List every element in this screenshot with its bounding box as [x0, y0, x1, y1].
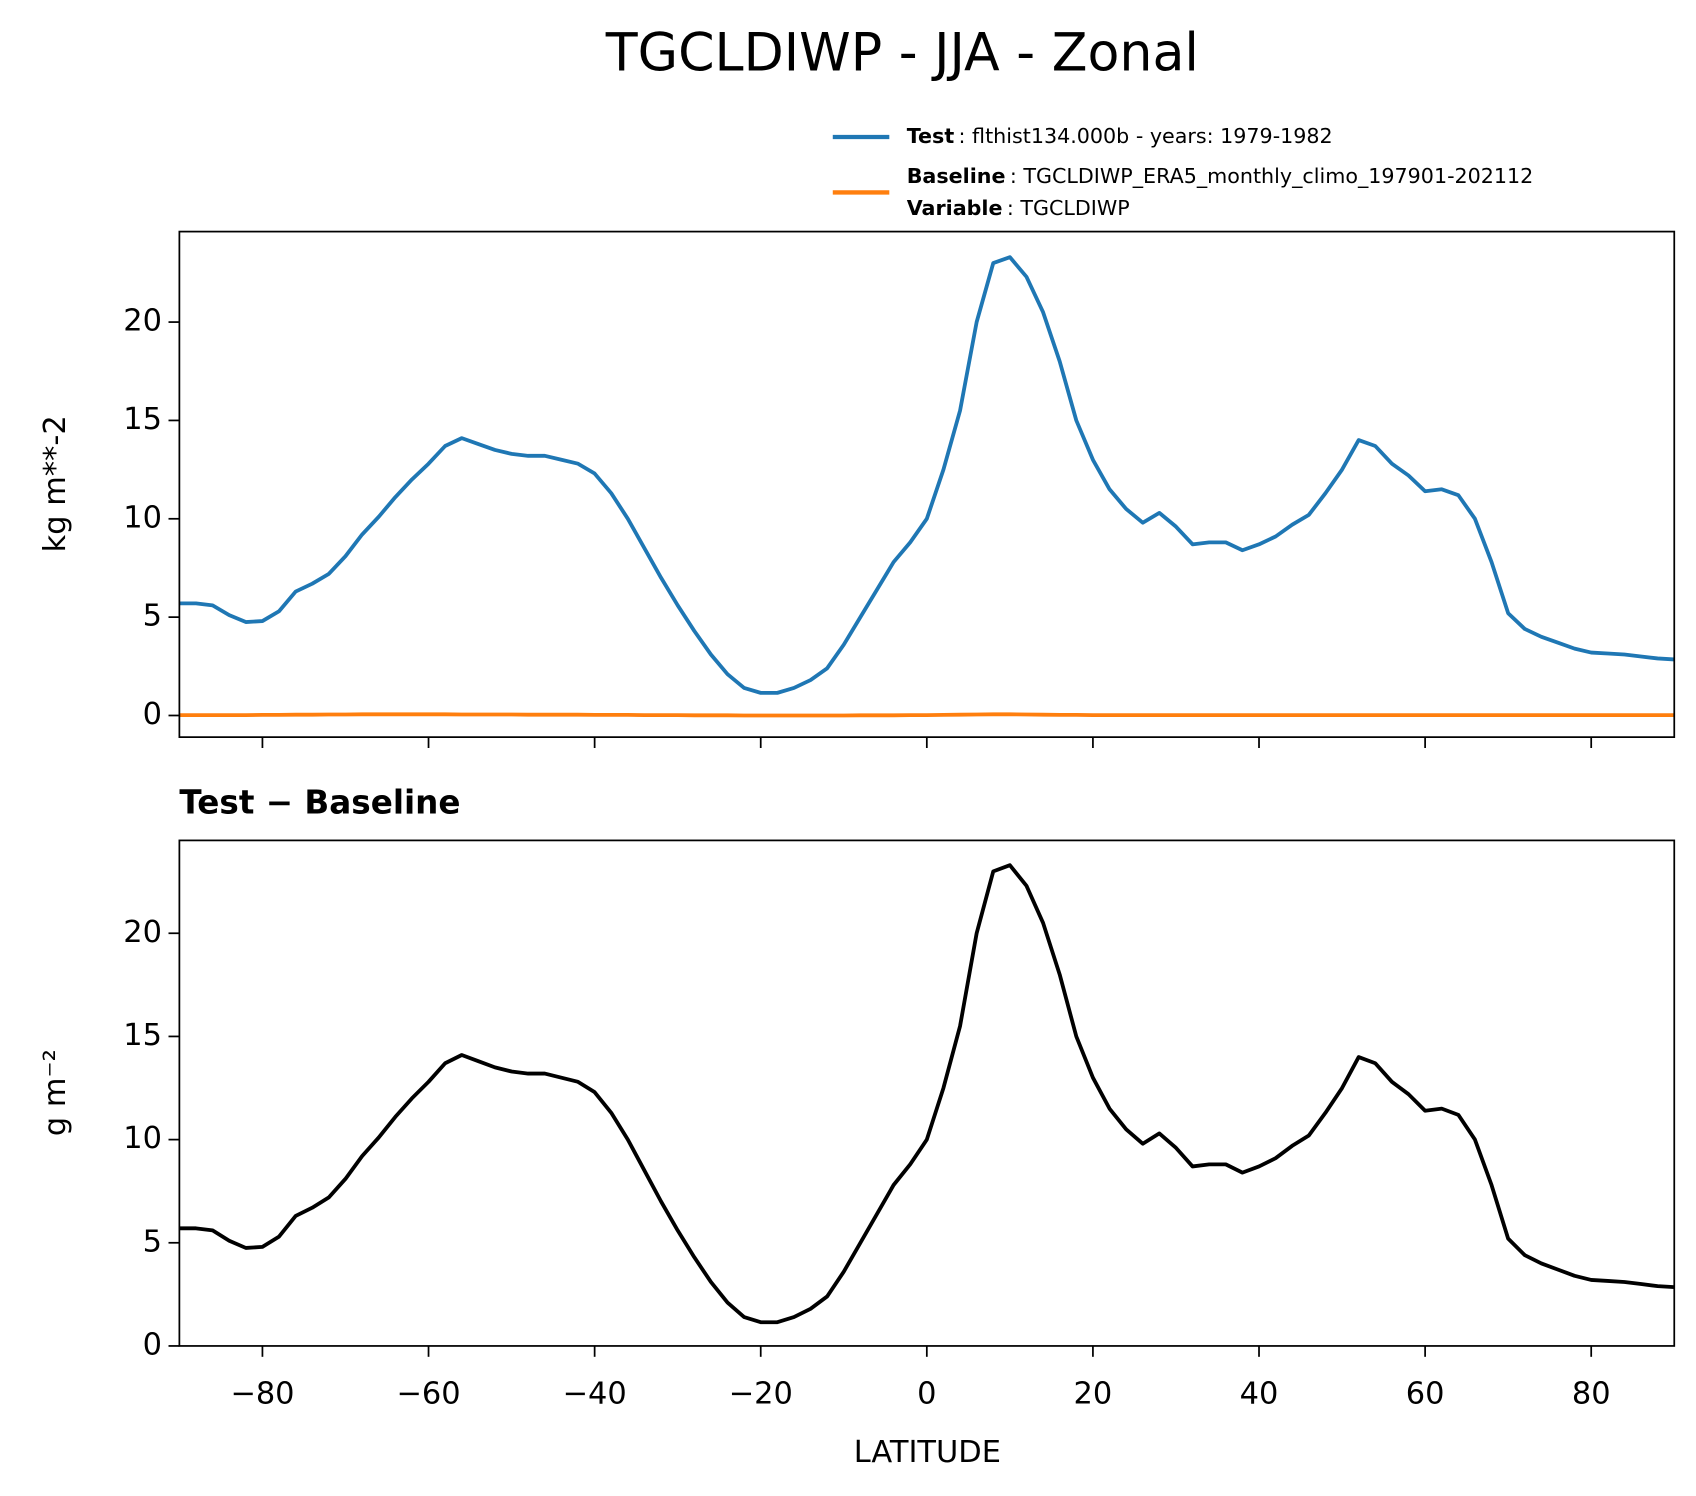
x-tick-label: 0 [917, 1376, 936, 1411]
legend-entry: Variable: TGCLDIWP [907, 196, 1130, 220]
y-tick-label: 15 [123, 1018, 162, 1053]
legend: Test: flthist134.000b - years: 1979-1982… [832, 124, 1534, 220]
figure-title: TGCLDIWP - JJA - Zonal [605, 24, 1199, 84]
x-tick-label: −80 [230, 1376, 294, 1411]
legend-name: Variable [907, 196, 1003, 220]
x-tick-label: 60 [1406, 1376, 1445, 1411]
y-tick-label: 10 [123, 1121, 162, 1156]
y-tick-label: 0 [143, 697, 162, 732]
data-line [179, 712, 1675, 718]
y-axis-label: kg m**-2 [38, 415, 73, 552]
legend-entry: Baseline: TGCLDIWP_ERA5_monthly_climo_19… [907, 164, 1534, 189]
y-tick-label: 5 [143, 1224, 162, 1259]
y-tick-label: 20 [123, 915, 162, 950]
plot-frame [178, 230, 1676, 738]
legend-desc: : TGCLDIWP [1007, 196, 1130, 220]
y-tick-label: 10 [123, 500, 162, 535]
subplot-title: Test − Baseline [179, 784, 460, 822]
x-tick-label: 20 [1074, 1376, 1113, 1411]
plot-frame [178, 839, 1676, 1347]
y-tick-label: 20 [123, 304, 162, 339]
legend-name: Test [907, 124, 955, 148]
data-line [179, 255, 1675, 695]
y-tick-label: 0 [143, 1327, 162, 1362]
legend-desc: : TGCLDIWP_ERA5_monthly_climo_197901-202… [1010, 164, 1533, 189]
y-tick-label: 5 [143, 599, 162, 634]
x-tick-label: 40 [1240, 1376, 1279, 1411]
x-tick-label: −40 [563, 1376, 627, 1411]
data-line [179, 863, 1675, 1325]
y-tick-label: 15 [123, 402, 162, 437]
legend-entry: Test: flthist134.000b - years: 1979-1982 [907, 124, 1333, 148]
legend-desc: : flthist134.000b - years: 1979-1982 [959, 124, 1333, 148]
y-axis-label: g m⁻² [38, 1049, 73, 1136]
legend-name: Baseline [907, 164, 1006, 188]
x-tick-label: 80 [1572, 1376, 1611, 1411]
x-tick-label: −60 [396, 1376, 460, 1411]
x-tick-label: −20 [729, 1376, 793, 1411]
x-axis-label: LATITUDE [854, 1435, 1001, 1470]
